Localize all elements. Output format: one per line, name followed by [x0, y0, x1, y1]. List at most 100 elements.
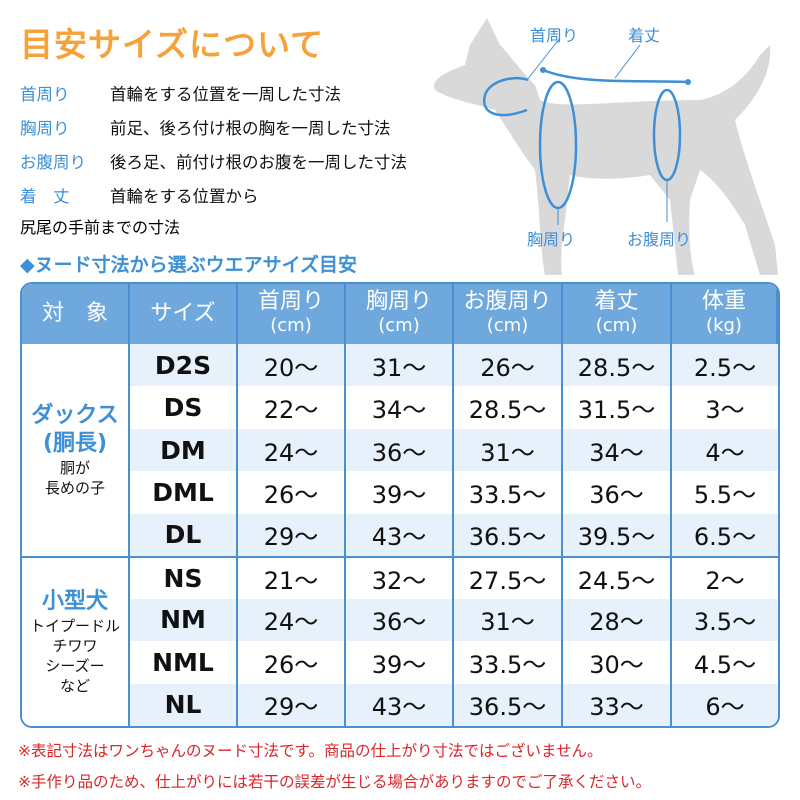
diagram-label-belly: お腹周り: [627, 230, 692, 249]
note-line: ※手作り品のため、仕上がりには若干の誤差が生じる場合がありますのでご了承ください…: [18, 773, 651, 791]
group-description: チワワ: [52, 637, 98, 656]
value-cell: 32〜: [346, 556, 454, 599]
value-cell: 30〜: [563, 641, 672, 684]
value-cell: 36.5〜: [454, 683, 563, 726]
value-cell: 33.5〜: [454, 641, 563, 684]
header-label: お腹周り: [463, 289, 552, 314]
value-cell: 6.5〜: [672, 513, 778, 557]
value-cell: 24〜: [238, 428, 346, 472]
value-cell: 34〜: [563, 428, 672, 472]
value-cell: 33.5〜: [454, 471, 563, 514]
header-unit: (cm): [595, 315, 638, 336]
value-cell: 31〜: [454, 428, 563, 472]
value-cell: 5.5〜: [693, 481, 757, 510]
diagram-label-neck: 首周り: [530, 26, 579, 45]
group-description: トイプードル: [29, 617, 120, 636]
header-label: 着丈: [594, 289, 639, 314]
size-cell: DS: [130, 386, 238, 429]
value-cell: 29〜: [238, 683, 346, 726]
value-cell: 2〜: [672, 556, 778, 598]
value-cell: 2.5〜: [672, 344, 778, 387]
value-cell: 26〜: [238, 641, 346, 684]
value-cell: 36〜: [346, 598, 454, 642]
value-cell: 20〜: [238, 344, 346, 387]
neck-measure-line: [482, 76, 529, 117]
header-label: 体重: [701, 289, 746, 314]
value-cell: 26〜: [238, 471, 346, 514]
header-unit: (cm): [270, 315, 312, 336]
table-header-cell: 対 象: [22, 284, 130, 344]
definition-text: 首輪をする位置から: [110, 187, 259, 206]
size-cell: NM: [130, 598, 238, 642]
definition-neck: 首周り 首輪をする位置を一周した寸法: [20, 78, 407, 112]
value-cell: 4.5〜: [693, 650, 757, 679]
table-header-cell: 体重 (kg): [672, 284, 778, 344]
definition-text: 前足、後ろ付け根の胸を一周した寸法: [110, 119, 391, 138]
definition-chest: 胸周り 前足、後ろ付け根の胸を一周した寸法: [20, 112, 407, 146]
definitions-list: 首周り 首輪をする位置を一周した寸法 胸周り 前足、後ろ付け根の胸を一周した寸法 お…: [20, 78, 407, 238]
size-table: 対 象サイズ 首周り (cm) 胸周り (cm) お腹周り (cm) 着丈 (cm) 体重 (kg)…: [20, 282, 780, 728]
size-cell: NS: [130, 556, 238, 599]
value-cell: 28.5〜: [454, 386, 563, 429]
value-cell: 29〜: [238, 513, 346, 557]
table-header-cell: 着丈 (cm): [563, 284, 672, 344]
value-cell: 43〜: [346, 513, 454, 557]
definition-label: 首周り: [20, 85, 70, 104]
section-subtitle: ◆ヌード寸法から選ぶウエアサイズ目安: [20, 254, 358, 276]
value-cell: 31〜: [346, 344, 454, 387]
value-cell: 21〜: [238, 556, 346, 599]
value-cell: 22〜: [238, 386, 346, 429]
value-cell: 36.5〜: [454, 513, 563, 557]
group-description: など: [59, 677, 90, 696]
table-header-cell: サイズ: [130, 284, 238, 344]
group-cell: ダックス (胴長) 胴が 長めの子: [22, 344, 130, 557]
value-cell: 27.5〜: [454, 556, 563, 599]
value-cell: 6〜: [672, 683, 778, 726]
definition-label: お腹周り: [20, 153, 86, 172]
group-name: (胴長): [42, 431, 108, 457]
header-unit: (cm): [486, 315, 529, 336]
diagram-label-chest: 胸周り: [527, 230, 576, 249]
header-label: 胸周り: [365, 289, 432, 314]
notes: ※表記寸法はワンちゃんのヌード寸法です。商品の仕上がり寸法ではございません。 ※…: [18, 736, 651, 798]
value-cell: 39.5〜: [563, 513, 672, 557]
value-cell: 3〜: [705, 396, 745, 425]
definition-length: 着 丈 首輪をする位置から: [20, 180, 407, 214]
definition-label: 胸周り: [20, 119, 70, 138]
definition-text: 首輪をする位置を一周した寸法: [110, 85, 341, 104]
group-name: ダックス: [31, 403, 119, 429]
header-unit: (cm): [378, 315, 420, 336]
group-cell: 小型犬トイプードル チワワ シーズー など: [22, 556, 130, 726]
dog-diagram: [434, 18, 778, 275]
definition-label: 着 丈: [20, 187, 70, 206]
group-description: シーズー: [45, 657, 105, 676]
group-name: 小型犬: [41, 589, 108, 615]
length-measure-line: [542, 68, 689, 84]
table-header-cell: 首周り (cm): [238, 284, 346, 344]
value-cell: 24.5〜: [563, 556, 672, 599]
size-cell: DML: [130, 471, 238, 514]
definition-belly: お腹周り 後ろ足、前付け根のお腹を一周した寸法: [20, 146, 407, 180]
header-label: サイズ: [150, 301, 216, 326]
size-cell: D2S: [130, 344, 238, 387]
header-label: 対 象: [41, 301, 108, 326]
value-cell: 26〜: [454, 344, 563, 387]
dog-silhouette-icon: [434, 18, 778, 275]
value-cell: 39〜: [346, 471, 454, 514]
size-cell: NML: [130, 641, 238, 684]
table-header-cell: お腹周り (cm): [454, 284, 563, 344]
definition-text-continued: 尻尾の手前までの寸法: [20, 218, 181, 237]
page-title: 目安サイズについて: [20, 25, 325, 64]
size-cell: DM: [130, 428, 238, 472]
header-label: 首周り: [257, 289, 324, 314]
size-cell: DL: [130, 513, 238, 557]
size-cell: NL: [130, 683, 238, 726]
table-header-cell: 胸周り (cm): [346, 284, 454, 344]
value-cell: 31〜: [454, 598, 563, 642]
value-cell: 39〜: [346, 641, 454, 684]
value-cell: 36〜: [346, 428, 454, 472]
value-cell: 36〜: [563, 471, 672, 514]
value-cell: 43〜: [346, 683, 454, 726]
value-cell: 4〜: [672, 428, 778, 472]
group-description: 長めの子: [44, 479, 105, 498]
